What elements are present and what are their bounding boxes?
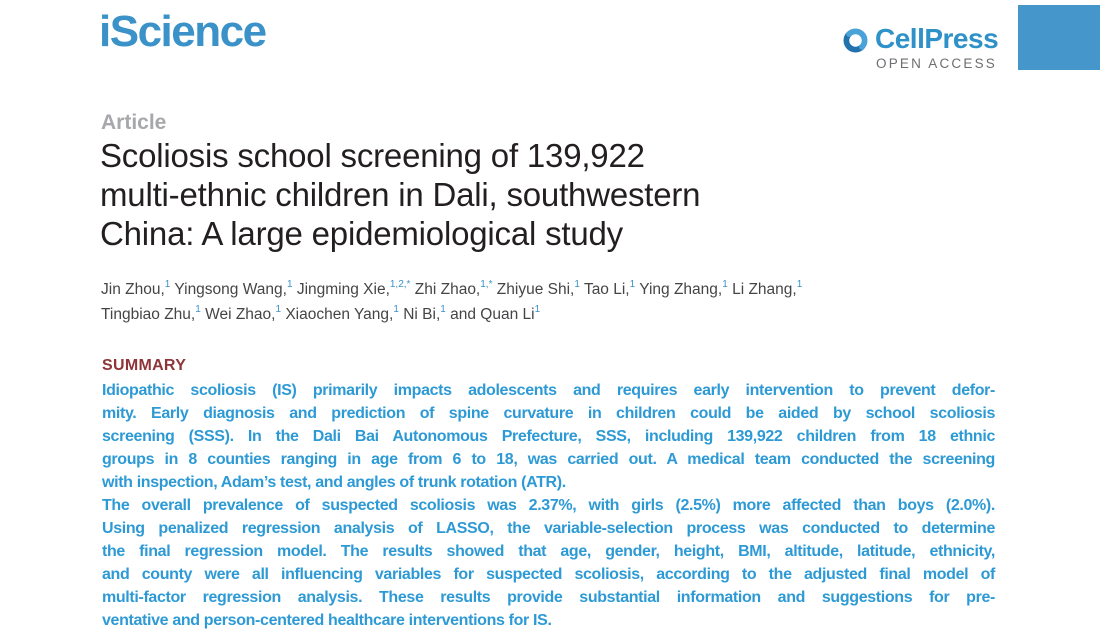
cellpress-logo: CellPress OPEN ACCESS bbox=[842, 24, 1002, 72]
cellpress-wordmark: CellPress bbox=[875, 23, 999, 54]
summary-line: with inspection, Adam’s test, and angles… bbox=[102, 474, 566, 491]
author-affiliation-sup: 1 bbox=[275, 303, 282, 315]
article-type-label: Article bbox=[101, 111, 167, 134]
author-name: Ying Zhang, bbox=[639, 281, 723, 298]
author-line: Jin Zhou,1 Yingsong Wang,1 Jingming Xie,… bbox=[101, 277, 981, 302]
author-affiliation-sup: 1 bbox=[722, 278, 728, 290]
summary-line: Using penalized regression analysis of L… bbox=[102, 520, 995, 537]
author-affiliation-sup: 1 bbox=[195, 303, 201, 315]
summary-line: screening (SSS). In the Dali Bai Autonom… bbox=[102, 428, 995, 445]
author-affiliation-sup: 1 bbox=[796, 278, 803, 290]
author-affiliation-sup: 1 bbox=[440, 303, 446, 315]
summary-line: multi-factor regression analysis. These … bbox=[102, 589, 995, 606]
author-affiliation-sup: 1 bbox=[393, 303, 399, 315]
summary-line: and county were all influencing variable… bbox=[102, 566, 995, 583]
author-name: Jingming Xie, bbox=[296, 281, 390, 298]
author-name: Wei Zhao, bbox=[205, 306, 276, 323]
author-name: Xiaochen Yang, bbox=[285, 306, 394, 323]
title-line-3: China: A large epidemiological study bbox=[100, 215, 623, 252]
author-affiliation-sup: 1,2,* bbox=[389, 278, 411, 290]
author-name: Li Zhang, bbox=[732, 281, 797, 298]
author-line: Tingbiao Zhu,1 Wei Zhao,1 Xiaochen Yang,… bbox=[101, 302, 981, 327]
author-name: Jin Zhou, bbox=[101, 281, 165, 298]
iscience-logo: iScience bbox=[99, 7, 267, 56]
summary-line: Idiopathic scoliosis (IS) primarily impa… bbox=[102, 382, 995, 399]
author-name: Tao Li, bbox=[583, 281, 630, 298]
author-affiliation-sup: 1 bbox=[534, 303, 541, 315]
author-name: Zhiyue Shi, bbox=[496, 281, 575, 298]
author-name: Tingbiao Zhu, bbox=[101, 306, 196, 323]
author-name: Zhi Zhao, bbox=[414, 281, 481, 298]
summary-line: groups in 8 counties ranging in age from… bbox=[102, 451, 995, 468]
summary-body: Idiopathic scoliosis (IS) primarily impa… bbox=[102, 379, 995, 632]
title-line-1: Scoliosis school screening of 139,922 bbox=[100, 137, 645, 174]
author-name: and Quan Li bbox=[450, 306, 535, 323]
author-list: Jin Zhou,1 Yingsong Wang,1 Jingming Xie,… bbox=[101, 277, 981, 327]
author-affiliation-sup: 1 bbox=[164, 278, 171, 290]
cellpress-logo-icon bbox=[842, 27, 869, 54]
author-name: Ni Bi, bbox=[403, 306, 441, 323]
summary-line: mity. Early diagnosis and prediction of … bbox=[102, 405, 995, 422]
title-line-2: multi-ethnic children in Dali, southwest… bbox=[100, 176, 701, 213]
summary-line: ventative and person-centered healthcare… bbox=[102, 612, 552, 629]
author-affiliation-sup: 1,* bbox=[480, 278, 493, 290]
article-title: Scoliosis school screening of 139,922 mu… bbox=[100, 136, 860, 253]
author-affiliation-sup: 1 bbox=[286, 278, 293, 290]
summary-line: the final regression model. The results … bbox=[102, 543, 995, 560]
corner-rectangle bbox=[1018, 5, 1100, 70]
summary-heading: SUMMARY bbox=[102, 357, 187, 374]
author-name: Yingsong Wang, bbox=[174, 281, 287, 298]
summary-line: The overall prevalence of suspected scol… bbox=[102, 497, 995, 514]
open-access-label: OPEN ACCESS bbox=[876, 56, 997, 71]
author-affiliation-sup: 1 bbox=[574, 278, 580, 290]
author-affiliation-sup: 1 bbox=[629, 278, 636, 290]
